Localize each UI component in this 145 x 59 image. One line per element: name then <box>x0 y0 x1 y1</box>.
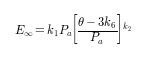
Text: $E_{\infty} = k_1 P_a \left[\dfrac{\theta - 3k_6}{P_a}\right]^{k_2}$: $E_{\infty} = k_1 P_a \left[\dfrac{\thet… <box>14 13 131 46</box>
